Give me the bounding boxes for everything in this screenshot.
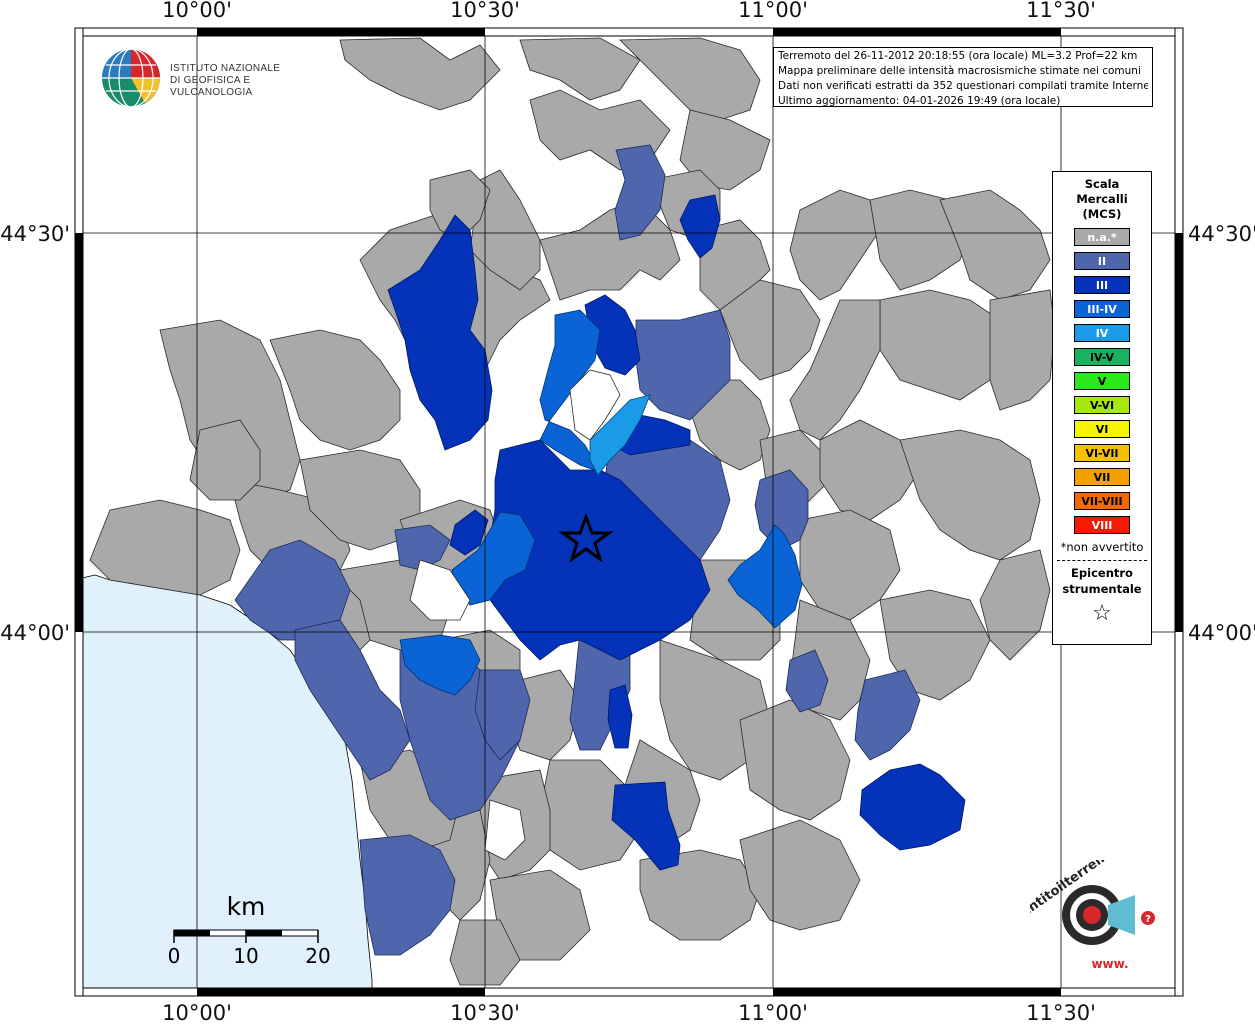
event-info-line: Ultimo aggiornamento: 04-01-2026 19:49 (…: [778, 95, 1061, 107]
legend-swatch: III: [1074, 276, 1130, 294]
legend-swatch: VII-VIII: [1074, 492, 1130, 510]
event-info-line: Terremoto del 26-11-2012 20:18:55 (ora l…: [778, 50, 1138, 62]
legend-swatch: V-VI: [1074, 396, 1130, 414]
legend-swatches: n.a.* II III III-IV IV IV-V V V-VI VI VI-VII VII VI…: [1053, 228, 1151, 534]
epicentre-star-icon: [558, 512, 614, 563]
legend-title: Scala Mercalli (MCS): [1053, 177, 1151, 222]
legend-swatch: VI-VII: [1074, 444, 1130, 462]
lon-label-bottom-2: 10°30': [450, 1001, 520, 1024]
haisentito-logo: haisentitoilterremoto.it www. ?: [994, 826, 1165, 980]
lon-label-top-1: 10°00': [162, 0, 232, 22]
event-info-box: Terremoto del 26-11-2012 20:18:55 (ora l…: [773, 47, 1153, 107]
legend-swatch: IV: [1074, 324, 1130, 342]
municipalities-no-data: [409, 369, 621, 861]
legend-swatch: V: [1074, 372, 1130, 390]
lat-label-right-1: 44°30': [1188, 222, 1255, 246]
legend-divider: [1057, 560, 1147, 561]
lon-label-bottom-1: 10°00': [162, 1001, 232, 1024]
event-info-line: Mappa preliminare delle intensità macros…: [778, 65, 1141, 77]
question-icon: [1141, 911, 1155, 925]
legend-swatch: IV-V: [1074, 348, 1130, 366]
lat-label-left-1: 44°30': [0, 222, 70, 246]
mcs-legend: Scala Mercalli (MCS) n.a.* II III III-IV IV I…: [1052, 171, 1152, 645]
scale-tick-label: 10: [233, 944, 258, 968]
legend-epicentre-label: Epicentro strumentale: [1053, 565, 1151, 597]
municipalities-III: [387, 194, 966, 871]
scale-tick-label: 0: [168, 944, 181, 968]
legend-swatch: VII: [1074, 468, 1130, 486]
lon-label-top-3: 11°00': [738, 0, 808, 22]
legend-title-line: Mercalli: [1076, 192, 1128, 206]
legend-swatch: VI: [1074, 420, 1130, 438]
ingv-logo: ISTITUTO NAZIONALE DI GEOFISICA E VULCAN…: [100, 47, 320, 109]
scale-unit: km: [227, 892, 266, 921]
lat-label-left-2: 44°00': [0, 621, 70, 645]
logo-line-2: DI GEOFISICA E VULCANOLOGIA: [170, 75, 253, 98]
scale-bar: km 0 10 20: [160, 885, 340, 975]
legend-title-line: (MCS): [1082, 207, 1122, 221]
legend-title-line: Scala: [1084, 177, 1120, 191]
logo-line-1: ISTITUTO NAZIONALE: [170, 63, 281, 74]
legend-star-icon: ☆: [1092, 601, 1112, 626]
scale-tick-label: 20: [305, 944, 330, 968]
lon-label-bottom-3: 11°00': [738, 1001, 808, 1024]
map-border: [74, 27, 1184, 997]
lon-label-top-4: 11°30': [1026, 0, 1096, 22]
event-info-line: Dati non verificati estratti da 352 ques…: [778, 80, 1148, 92]
svg-text:?: ?: [1145, 914, 1151, 925]
lon-label-bottom-4: 11°30': [1026, 1001, 1096, 1024]
legend-swatch: II: [1074, 252, 1130, 270]
brand-url: www.: [1091, 957, 1128, 971]
lon-label-top-2: 10°30': [450, 0, 520, 22]
lat-label-right-2: 44°00': [1188, 621, 1255, 645]
municipalities-IV: [589, 394, 651, 476]
legend-epicentre-line: Epicentro: [1071, 566, 1133, 580]
globe-icon: [102, 48, 160, 108]
legend-epicentre-line: strumentale: [1062, 582, 1142, 596]
legend-swatch: VIII: [1074, 516, 1130, 534]
legend-note: *non avvertito: [1060, 540, 1144, 554]
legend-swatch: III-IV: [1074, 300, 1130, 318]
legend-swatch: n.a.*: [1074, 228, 1130, 246]
